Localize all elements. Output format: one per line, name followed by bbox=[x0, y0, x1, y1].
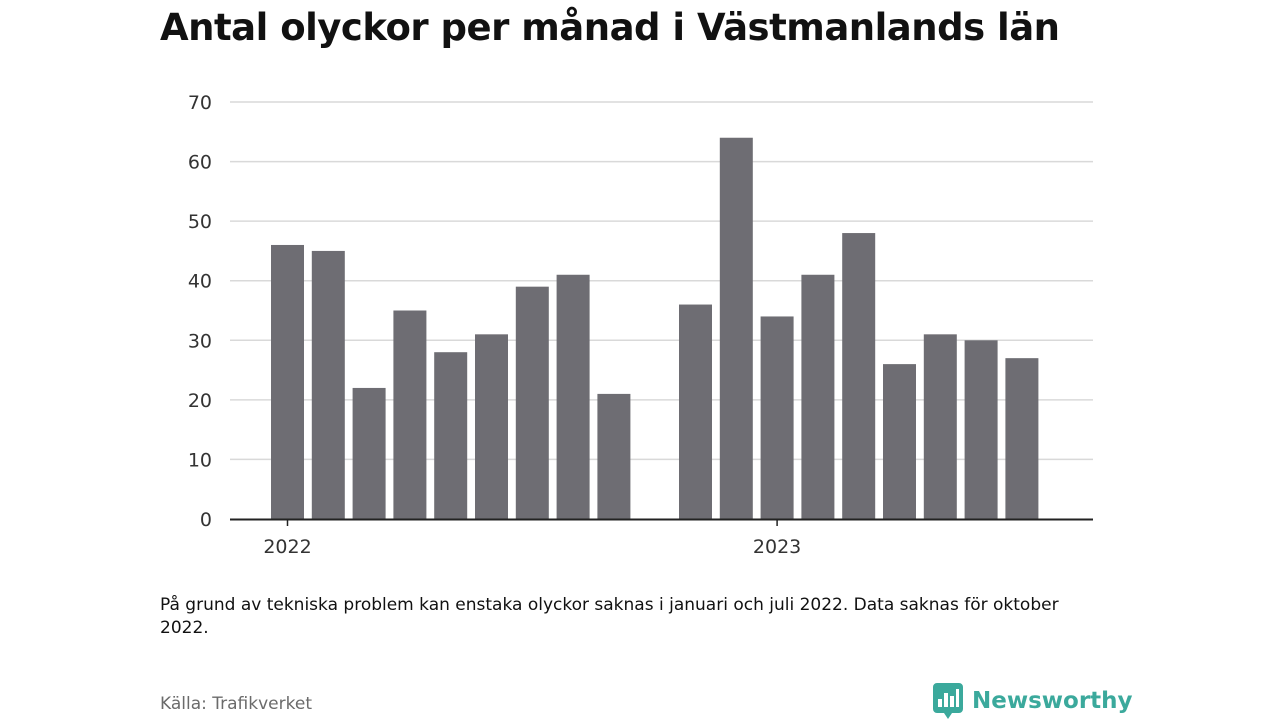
bar bbox=[556, 274, 590, 519]
y-tick-label: 40 bbox=[188, 271, 212, 293]
bar bbox=[271, 244, 304, 519]
bar bbox=[760, 316, 794, 519]
bar bbox=[311, 250, 345, 519]
newsworthy-logo-icon bbox=[933, 683, 963, 719]
y-tick-label: 0 bbox=[200, 509, 212, 531]
x-tick-label: 2023 bbox=[753, 536, 801, 558]
chart-footnote: På grund av tekniska problem kan enstaka… bbox=[160, 595, 1059, 638]
bar bbox=[475, 334, 508, 519]
chart-title: Antal olyckor per månad i Västmanlands l… bbox=[160, 6, 1060, 49]
bar bbox=[923, 334, 957, 519]
y-tick-label: 50 bbox=[188, 211, 212, 233]
y-tick-label: 20 bbox=[188, 390, 212, 412]
bar bbox=[597, 393, 631, 519]
newsworthy-logo[interactable]: Newsworthy bbox=[933, 683, 1133, 719]
bar bbox=[434, 352, 468, 519]
source-credit: Källa: Trafikverket bbox=[160, 694, 312, 714]
bar bbox=[1005, 358, 1039, 519]
bar bbox=[393, 310, 427, 519]
x-tick-label: 2022 bbox=[263, 536, 311, 558]
bar bbox=[842, 233, 876, 520]
y-tick-label: 10 bbox=[188, 449, 212, 471]
bar bbox=[801, 274, 835, 519]
bar bbox=[679, 304, 712, 519]
bar bbox=[719, 137, 753, 519]
y-tick-label: 30 bbox=[188, 330, 212, 352]
y-tick-label: 60 bbox=[188, 152, 212, 174]
y-tick-label: 70 bbox=[188, 92, 212, 114]
bar bbox=[883, 364, 916, 519]
bar bbox=[515, 286, 549, 519]
newsworthy-logo-text: Newsworthy bbox=[972, 688, 1133, 714]
bar bbox=[964, 340, 998, 519]
bar bbox=[352, 387, 386, 519]
